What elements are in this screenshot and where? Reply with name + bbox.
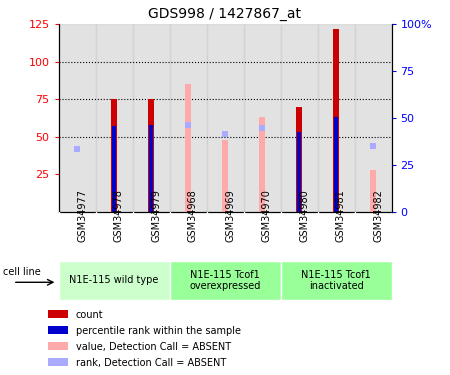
Bar xyxy=(259,117,266,212)
Text: GSM34977: GSM34977 xyxy=(77,189,87,242)
Bar xyxy=(296,107,302,212)
Point xyxy=(184,122,192,128)
Bar xyxy=(48,326,68,334)
Text: N1E-115 wild type: N1E-115 wild type xyxy=(69,275,159,285)
Bar xyxy=(58,24,95,212)
Bar xyxy=(318,24,355,212)
Text: GSM34981: GSM34981 xyxy=(336,189,346,242)
Text: N1E-115 Tcof1
overexpressed: N1E-115 Tcof1 overexpressed xyxy=(189,270,261,291)
Bar xyxy=(207,24,243,212)
Bar xyxy=(148,99,154,212)
Bar xyxy=(333,117,338,212)
Text: GSM34978: GSM34978 xyxy=(114,189,124,242)
Bar xyxy=(333,29,339,212)
Text: GSM34979: GSM34979 xyxy=(151,189,161,242)
Text: percentile rank within the sample: percentile rank within the sample xyxy=(76,326,241,336)
Bar xyxy=(170,24,207,212)
Text: count: count xyxy=(76,310,103,321)
Bar xyxy=(170,261,280,300)
Bar xyxy=(48,310,68,318)
Title: GDS998 / 1427867_at: GDS998 / 1427867_at xyxy=(148,7,302,21)
Text: GSM34969: GSM34969 xyxy=(225,189,235,242)
Point xyxy=(258,125,265,131)
Bar xyxy=(369,170,376,212)
Text: GSM34982: GSM34982 xyxy=(373,189,383,242)
Bar xyxy=(132,24,170,212)
Text: GSM34968: GSM34968 xyxy=(188,189,198,242)
Bar xyxy=(280,261,392,300)
Bar xyxy=(111,99,117,212)
Bar xyxy=(48,342,68,350)
Bar xyxy=(112,126,117,212)
Bar xyxy=(222,140,228,212)
Bar xyxy=(184,84,191,212)
Bar xyxy=(58,261,170,300)
Text: rank, Detection Call = ABSENT: rank, Detection Call = ABSENT xyxy=(76,358,226,368)
Point xyxy=(73,146,81,152)
Bar xyxy=(243,24,280,212)
Bar xyxy=(48,358,68,366)
Bar xyxy=(355,24,392,212)
Bar xyxy=(297,132,302,212)
Text: GSM34980: GSM34980 xyxy=(299,189,309,242)
Text: GSM34970: GSM34970 xyxy=(262,189,272,242)
Text: value, Detection Call = ABSENT: value, Detection Call = ABSENT xyxy=(76,342,231,352)
Point xyxy=(221,131,229,137)
Text: N1E-115 Tcof1
inactivated: N1E-115 Tcof1 inactivated xyxy=(301,270,371,291)
Text: cell line: cell line xyxy=(3,267,40,276)
Bar xyxy=(95,24,132,212)
Bar xyxy=(148,125,153,212)
Bar xyxy=(280,24,318,212)
Point xyxy=(369,143,377,149)
